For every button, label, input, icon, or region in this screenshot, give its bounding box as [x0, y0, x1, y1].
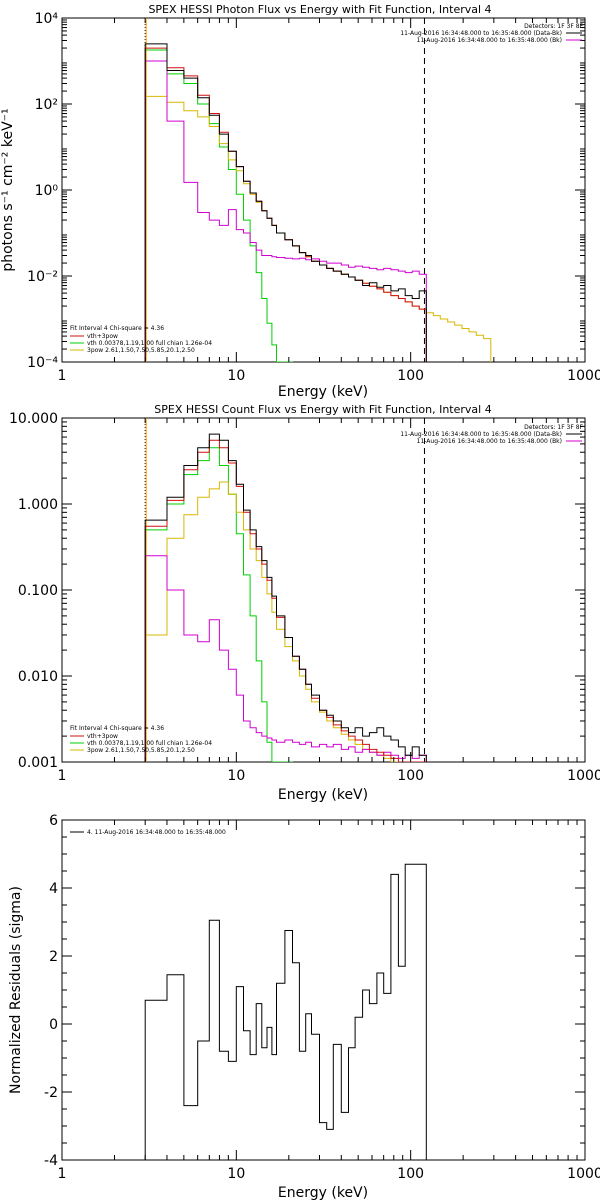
x-tick-label: 10 [227, 1166, 245, 1182]
y-tick-label: 0.100 [18, 583, 58, 599]
resid-series-layer [144, 863, 427, 1160]
x-tick-label: 100 [397, 1166, 424, 1182]
photon-series-layer [144, 18, 492, 362]
y-tick-label: -4 [44, 1153, 58, 1169]
resid-ticks: 1 10 100 1000 -4 -2 0 2 4 6 [44, 813, 600, 1182]
resid-residual-series [144, 863, 427, 1160]
y-tick-label: 0.010 [18, 669, 58, 685]
x-tick-label: 1000 [567, 1166, 600, 1182]
count-legend-vth3pow: vth+3pow [87, 733, 118, 740]
photon-legend-vth: vth 0.00378,1.19,1.00 full chian 1.26e-0… [87, 340, 212, 347]
x-tick-label: 100 [397, 368, 424, 384]
photon-data-series [144, 43, 427, 362]
photon-flux-panel: SPEX HESSI Photon Flux vs Energy with Fi… [0, 3, 600, 400]
photon-background-series [144, 60, 427, 362]
count-flux-panel: SPEX HESSI Count Flux vs Energy with Fit… [9, 403, 600, 803]
count-x-axis-label: Energy (keV) [278, 787, 368, 803]
count-series-layer [144, 418, 427, 762]
photon-legend-3pow: 3pow 2.61,1.50,7.50,5.85,20.1,2.50 [87, 347, 195, 354]
photon-legend-bottom: Fit Interval 4 Chi-square = 4.36 vth+3po… [70, 325, 212, 354]
x-tick-label: 1000 [567, 768, 600, 784]
photon-thermal-series [144, 49, 293, 362]
photon-legend-databk: 11-Aug-2016 16:34:48.000 to 16:35:48.000… [400, 30, 562, 37]
resid-legend: 4. 11-Aug-2016 16:34:48.000 to 16:35:48.… [70, 829, 226, 836]
count-chart-title: SPEX HESSI Count Flux vs Energy with Fit… [154, 403, 491, 416]
count-thick-target-series [144, 481, 427, 762]
x-tick-label: 1000 [567, 368, 600, 384]
photon-legend-detectors: Detectors: 1F 3F 8F [524, 23, 583, 30]
photon-ticks: 1 10 100 1000 10⁻⁴ 10⁻² 10⁰ 10² 10⁴ [27, 11, 600, 384]
photon-y-axis-label: photons s⁻¹ cm⁻² keV⁻¹ [0, 108, 16, 271]
count-legend-3pow: 3pow 2.61,1.50,7.50,5.85,20.1,2.50 [87, 747, 195, 754]
y-tick-label: -2 [44, 1085, 58, 1101]
y-tick-label: 10⁴ [35, 11, 59, 27]
photon-chart-title: SPEX HESSI Photon Flux vs Energy with Fi… [148, 3, 491, 16]
x-tick-label: 1 [58, 1166, 67, 1182]
photon-legend-fit-interval: Fit Interval 4 Chi-square = 4.36 [70, 325, 164, 332]
y-tick-label: 10⁰ [35, 183, 59, 199]
count-legend-databk: 11-Aug-2016 16:34:48.000 to 16:35:48.000… [400, 431, 562, 438]
y-tick-label: 10² [35, 97, 58, 113]
photon-x-axis-label: Energy (keV) [278, 384, 368, 400]
x-tick-label: 10 [227, 368, 245, 384]
count-thermal-series [144, 447, 293, 762]
resid-legend-label: 4. 11-Aug-2016 16:34:48.000 to 16:35:48.… [87, 829, 226, 836]
residuals-panel: 1 10 100 1000 -4 -2 0 2 4 6 Energy (keV) Normaliz… [8, 813, 600, 1200]
y-tick-label: 4 [49, 881, 58, 897]
x-tick-label: 1 [58, 768, 67, 784]
y-tick-label: 10⁻² [27, 269, 58, 285]
y-tick-label: 2 [49, 949, 58, 965]
count-ticks: 1 10 100 1000 0.001 0.010 0.100 1.000 10.000 [9, 411, 600, 784]
count-background-series [144, 555, 427, 762]
count-legend-bottom: Fit Interval 4 Chi-square = 4.36 vth+3po… [70, 725, 212, 754]
count-legend-fit-interval: Fit Interval 4 Chi-square = 4.36 [70, 725, 164, 732]
photon-thick-target-series [144, 95, 492, 362]
count-data-series [144, 433, 427, 762]
count-legend-bk: 11-Aug-2016 16:34:48.000 to 16:35:48.000… [417, 438, 562, 445]
resid-x-axis-label: Energy (keV) [278, 1185, 368, 1200]
photon-total-fit-series [144, 47, 427, 362]
y-tick-label: 10⁻⁴ [27, 355, 58, 371]
photon-plot-frame [61, 17, 586, 363]
photon-legend-vth3pow: vth+3pow [87, 333, 118, 340]
resid-y-axis-label: Normalized Residuals (sigma) [8, 886, 24, 1094]
count-legend-detectors: Detectors: 1F 3F 8F [524, 424, 583, 431]
x-tick-label: 100 [397, 768, 424, 784]
y-tick-label: 1.000 [18, 497, 58, 513]
resid-plot-frame [61, 819, 586, 1161]
count-legend-top: Detectors: 1F 3F 8F 11-Aug-2016 16:34:48… [400, 424, 583, 445]
y-tick-label: 10.000 [9, 411, 58, 427]
y-tick-label: 6 [49, 813, 58, 829]
count-total-fit-series [144, 439, 427, 762]
photon-legend-bk: 11-Aug-2016 16:34:48.000 to 16:35:48.000… [417, 37, 562, 44]
y-tick-label: 0 [49, 1017, 58, 1033]
count-legend-vth: vth 0.00378,1.19,1.00 full chian 1.26e-0… [87, 740, 212, 747]
y-tick-label: 0.001 [18, 755, 58, 771]
x-tick-label: 10 [227, 768, 245, 784]
x-tick-label: 1 [58, 368, 67, 384]
photon-legend-top: Detectors: 1F 3F 8F 11-Aug-2016 16:34:48… [400, 23, 583, 44]
